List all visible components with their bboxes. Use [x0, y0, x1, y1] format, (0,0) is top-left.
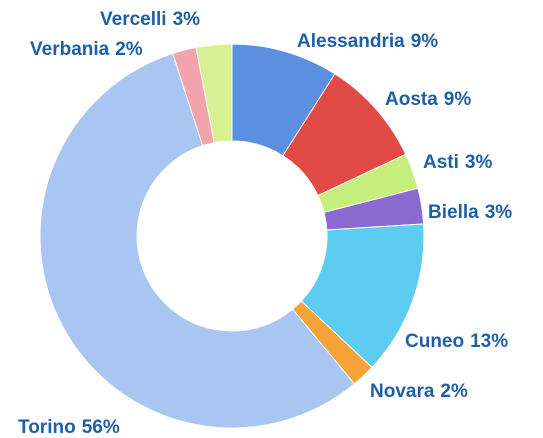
slice-label: Aosta 9% — [385, 89, 471, 110]
slice-label: Biella 3% — [428, 202, 512, 223]
slice-label-name: Verbania — [30, 39, 110, 60]
slice-label-name: Torino — [18, 417, 76, 438]
slice-label-value: 2% — [440, 381, 468, 402]
slice-label-name: Biella — [428, 202, 479, 223]
slice-label: Vercelli 3% — [100, 9, 200, 30]
slice-label-value: 3% — [465, 152, 493, 173]
slice-label: Verbania 2% — [30, 39, 143, 60]
slice — [195, 43, 233, 144]
slice-label-value: 3% — [485, 202, 513, 223]
slice-label-name: Cuneo — [405, 331, 464, 352]
slice-label-value: 3% — [173, 9, 201, 30]
slice — [39, 52, 356, 429]
slice-label: Torino 56% — [18, 417, 120, 438]
slice-label: Asti 3% — [423, 152, 492, 173]
slice-label-value: 56% — [82, 417, 120, 438]
slice-label-value: 13% — [470, 331, 508, 352]
slice-label-name: Vercelli — [100, 9, 167, 30]
slice-label: Alessandria 9% — [297, 31, 438, 52]
slice-label: Novara 2% — [370, 381, 468, 402]
slice-label-name: Alessandria — [297, 31, 405, 52]
slice-label-value: 9% — [444, 89, 472, 110]
slice-label-name: Asti — [423, 152, 459, 173]
slice-label-name: Novara — [370, 381, 435, 402]
slice-label: Cuneo 13% — [405, 331, 508, 352]
slice-label-name: Aosta — [385, 89, 438, 110]
slice-label-value: 2% — [115, 39, 143, 60]
slice-label-value: 9% — [411, 31, 439, 52]
